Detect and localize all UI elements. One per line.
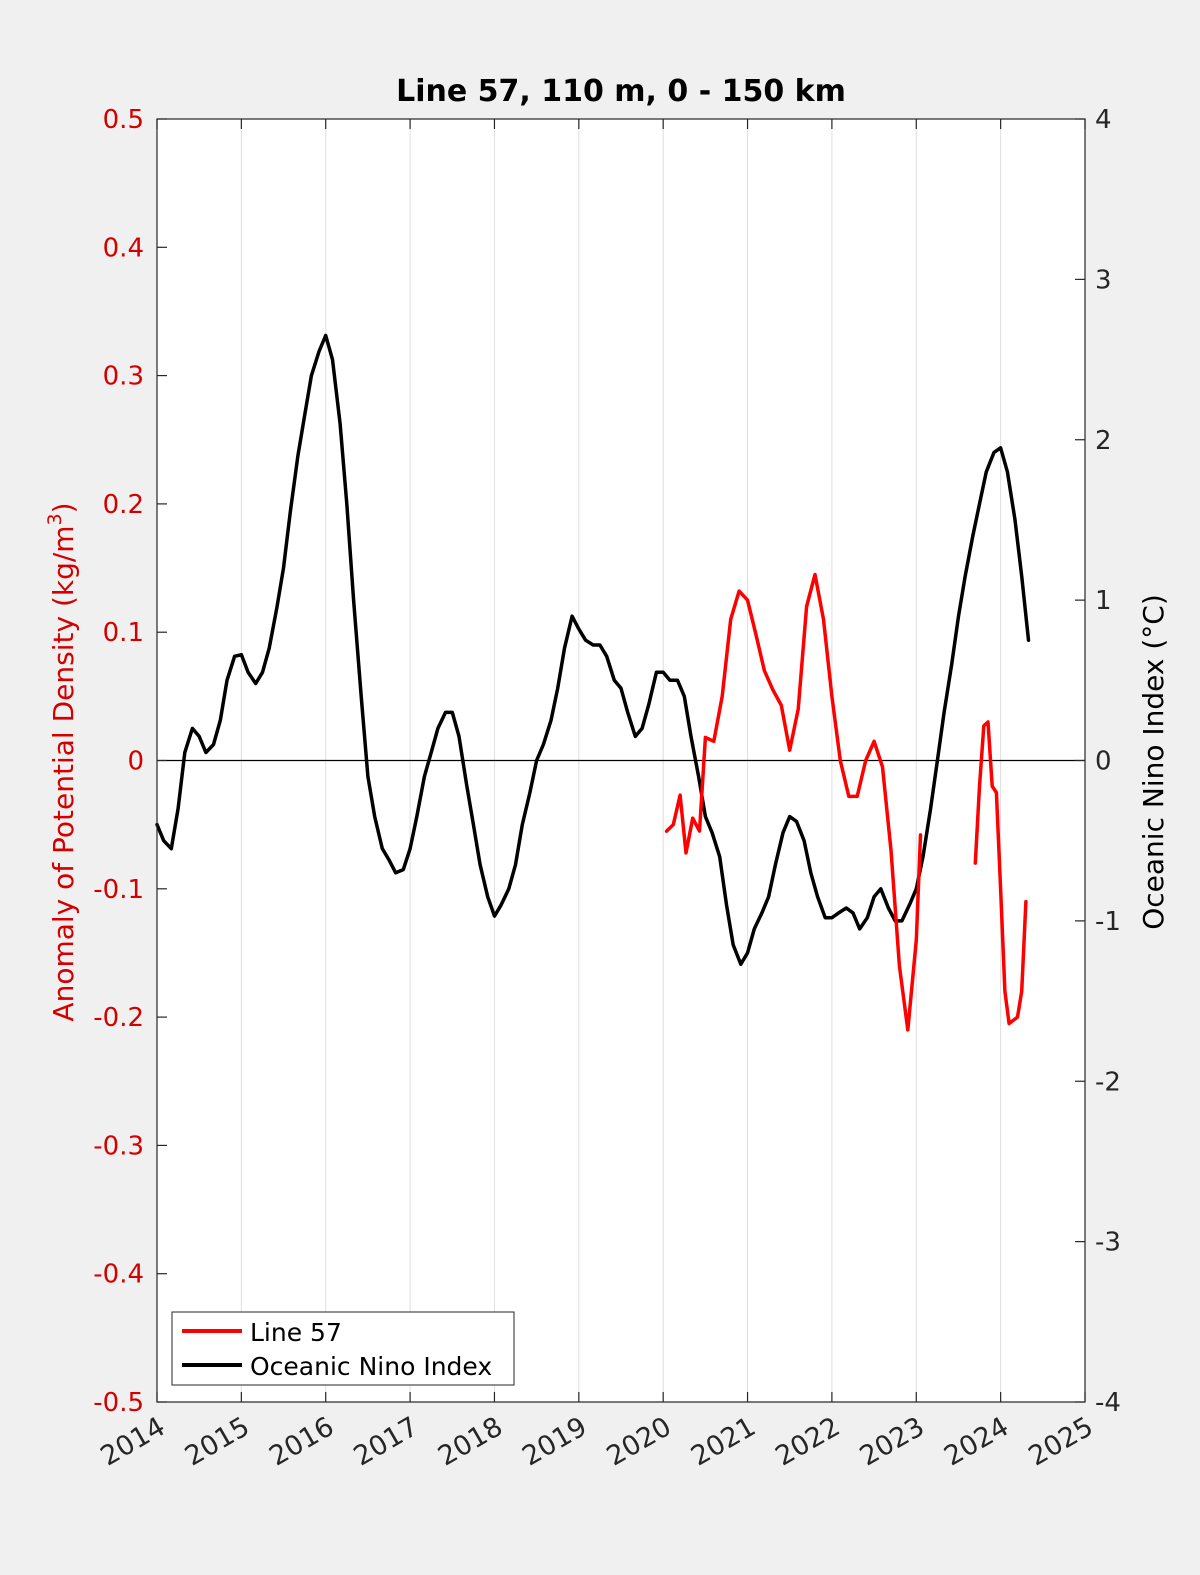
y-tick-label-left: 0: [127, 747, 144, 777]
y-tick-label-left: 0.1: [103, 618, 144, 648]
y-tick-label-left: -0.4: [93, 1260, 144, 1290]
chart-title: Line 57, 110 m, 0 - 150 km: [396, 74, 846, 109]
y-tick-label-left: -0.3: [93, 1131, 144, 1161]
series-line-line-57: [664, 572, 923, 1032]
y-tick-label-right: 3: [1095, 265, 1112, 295]
y-tick-label-right: -1: [1095, 907, 1121, 937]
y-tick-label-right: -4: [1095, 1388, 1121, 1418]
axis-ticks: [156, 118, 1086, 1403]
y-tick-label-left: 0.5: [103, 105, 144, 135]
y-tick-label-left: -0.2: [93, 1003, 144, 1033]
legend: Line 57 Oceanic Nino Index: [171, 1311, 515, 1386]
y-axis-left-label: Anomaly of Potential Density (kg/m3): [44, 502, 80, 1021]
y-tick-label-left: -0.5: [93, 1388, 144, 1418]
series-line-oceanic-nino-index: [155, 333, 1031, 966]
y-tick-label-left: 0.3: [103, 362, 144, 392]
y-tick-label-right: 2: [1095, 426, 1112, 456]
y-tick-label-right: -2: [1095, 1067, 1121, 1097]
legend-box: [171, 1311, 515, 1386]
y-axis-right-label: Oceanic Nino Index (°C): [1137, 594, 1170, 930]
y-tick-label-right: 4: [1095, 105, 1112, 135]
y-tick-label-right: 1: [1095, 586, 1112, 616]
legend-label-line57: Line 57: [250, 1318, 342, 1347]
y-tick-label-right: -3: [1095, 1228, 1121, 1258]
series-line-line-57: [973, 720, 1028, 1026]
y-tick-label-left: 0.2: [103, 490, 144, 520]
legend-label-oni: Oceanic Nino Index: [250, 1352, 492, 1381]
series-group: [155, 333, 1031, 1032]
y-tick-label-left: -0.1: [93, 875, 144, 905]
y-tick-label-right: 0: [1095, 747, 1112, 777]
y-tick-label-left: 0.4: [103, 233, 144, 263]
